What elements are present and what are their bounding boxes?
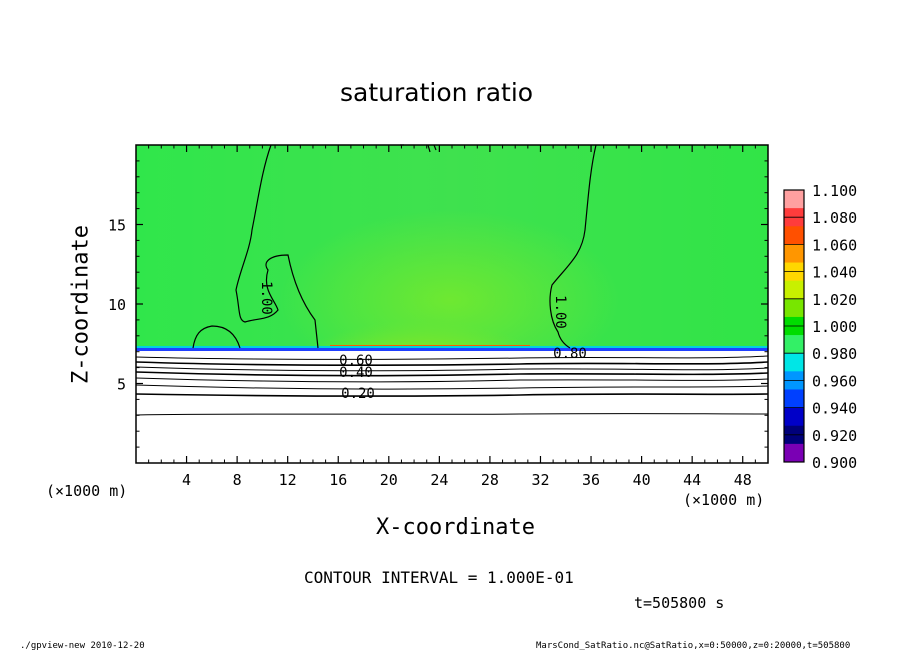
x-tick-label: 12 (279, 471, 297, 489)
contour-label: 0.60 (339, 353, 373, 369)
y-unit-label: (×1000 m) (46, 482, 128, 500)
colorbar-segment (784, 353, 804, 372)
x-tick-label: 28 (481, 471, 499, 489)
footer-left: ./gpview-new 2010-12-20 (20, 641, 145, 651)
heatmap-field (136, 145, 768, 463)
time-label: t=505800 s (634, 594, 725, 612)
contour-label: 0.80 (553, 346, 587, 362)
contour-label: 0.20 (341, 386, 375, 402)
x-unit-label: (×1000 m) (683, 491, 765, 509)
contour-label: 1.00 (552, 295, 568, 329)
y-axis: 5 10 15 (108, 160, 768, 448)
x-tick-label: 36 (582, 471, 600, 489)
y-tick-label: 15 (108, 217, 126, 235)
colorbar-segment (784, 280, 804, 300)
x-tick-label: 8 (233, 471, 242, 489)
x-tick-label: 44 (683, 471, 701, 489)
colorbar-segment (784, 226, 804, 245)
x-tick-label: 48 (734, 471, 752, 489)
x-axis: 4 8 12 16 20 24 28 32 36 40 44 48 (148, 145, 756, 489)
contour-interval-text: CONTOUR INTERVAL = 1.000E-01 (304, 568, 574, 587)
colorbar-label: 1.100 (812, 182, 857, 200)
x-tick-label: 16 (329, 471, 347, 489)
colorbar-label: 0.980 (812, 345, 857, 363)
colorbar-label: 0.960 (812, 372, 857, 390)
x-tick-label: 4 (182, 471, 191, 489)
colorbar-label: 1.040 (812, 264, 857, 282)
colorbar-label: 1.080 (812, 209, 857, 227)
y-tick-label: 10 (108, 296, 126, 314)
contour-label: 0.40 (339, 365, 373, 381)
contour-label: 1.00 (258, 281, 274, 315)
x-axis-label: X-coordinate (376, 515, 535, 540)
x-tick-label: 24 (430, 471, 448, 489)
colorbar-label: 1.000 (812, 318, 857, 336)
contour-labels: 1.00 1.00 0.80 0.600.40 0.20 (258, 281, 587, 402)
colorbar-label: 1.060 (812, 236, 857, 254)
x-tick-label: 40 (633, 471, 651, 489)
colorbar-segment (784, 407, 804, 427)
footer-right: MarsCond_SatRatio.nc@SatRatio,x=0:50000,… (536, 641, 851, 651)
contour-lines (135, 144, 769, 416)
colorbar-segment (784, 244, 804, 264)
colorbar-segment (784, 335, 804, 354)
colorbar-label: 0.940 (812, 400, 857, 418)
colorbar-label: 0.900 (812, 454, 857, 472)
colorbar-label: 0.920 (812, 427, 857, 445)
colorbar-label: 1.020 (812, 291, 857, 309)
colorbar-segment (784, 389, 804, 409)
colorbar-segment (784, 298, 804, 318)
y-tick-label: 5 (117, 376, 126, 394)
colorbar-segment (784, 190, 804, 209)
colorbar-segment (784, 443, 804, 463)
colorbar: 1.100 1.080 1.060 1.040 1.020 1.000 0.980 0.960… (783, 182, 857, 472)
x-tick-label: 20 (380, 471, 398, 489)
chart-title: saturation ratio (340, 78, 534, 107)
x-tick-label: 32 (531, 471, 549, 489)
y-axis-label: Z-coordinate (68, 225, 94, 384)
